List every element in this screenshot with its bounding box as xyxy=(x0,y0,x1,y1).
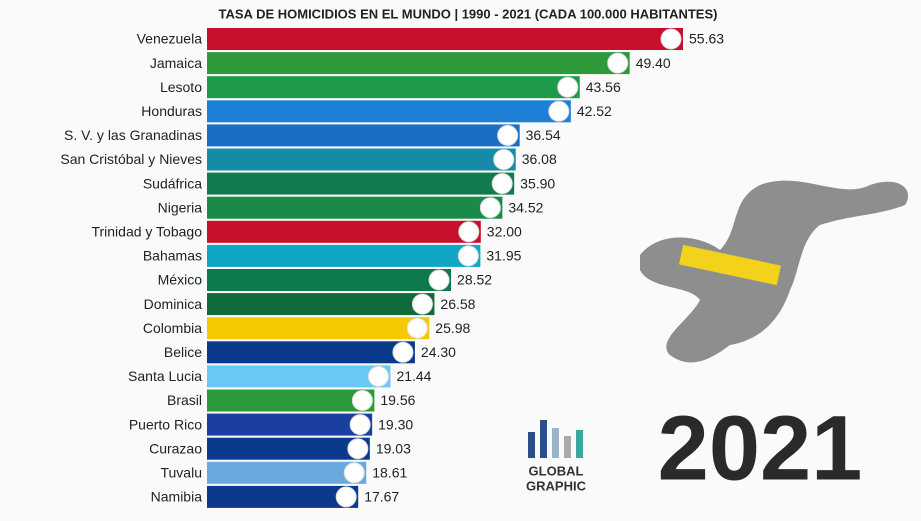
bar xyxy=(207,100,571,123)
category-label: Puerto Rico xyxy=(129,416,202,432)
category-label: Jamaica xyxy=(150,55,202,71)
value-label: 19.03 xyxy=(376,440,411,456)
value-label: 17.67 xyxy=(364,489,399,505)
flag xyxy=(660,28,682,50)
bar xyxy=(207,365,391,388)
value-label: 28.52 xyxy=(457,272,492,288)
value-label: 36.08 xyxy=(522,151,557,167)
bar xyxy=(207,485,359,508)
bar xyxy=(207,389,375,412)
bar xyxy=(207,124,520,147)
value-label: 26.58 xyxy=(440,296,475,312)
bar xyxy=(207,317,430,340)
flag xyxy=(491,173,513,195)
flag xyxy=(349,414,371,436)
bar xyxy=(207,196,503,219)
value-label: 18.61 xyxy=(372,465,407,481)
value-label: 55.63 xyxy=(689,31,724,47)
flag xyxy=(411,293,433,315)
flag xyxy=(548,100,570,122)
category-label: México xyxy=(158,272,203,288)
logo-icon xyxy=(528,420,583,458)
category-label: Namibia xyxy=(151,489,203,505)
value-label: 31.95 xyxy=(486,248,521,264)
category-label: Trinidad y Tobago xyxy=(91,224,202,240)
bar xyxy=(207,244,481,267)
flag xyxy=(497,124,519,146)
flag xyxy=(351,390,373,411)
year-annotation: 2021 xyxy=(658,397,863,499)
flag xyxy=(457,245,479,267)
value-label: 25.98 xyxy=(435,320,470,336)
value-label: 35.90 xyxy=(520,175,555,191)
value-label: 34.52 xyxy=(508,199,543,215)
category-label: San Cristóbal y Nieves xyxy=(60,151,202,167)
bar xyxy=(207,413,373,436)
flag xyxy=(428,269,450,291)
bar xyxy=(207,437,370,460)
value-label: 36.54 xyxy=(526,127,561,143)
caution-tape xyxy=(679,244,781,286)
bar xyxy=(207,172,515,195)
value-label: 42.52 xyxy=(577,103,612,119)
value-label: 24.30 xyxy=(421,344,456,360)
bar xyxy=(207,76,580,99)
logo-text: GLOBAL xyxy=(529,463,584,478)
flag xyxy=(458,221,480,243)
flag xyxy=(335,486,357,508)
flag xyxy=(493,149,515,170)
category-label: Dominica xyxy=(144,296,203,312)
value-label: 21.44 xyxy=(396,368,431,384)
bar xyxy=(207,52,630,75)
category-label: Nigeria xyxy=(158,199,203,215)
bar xyxy=(207,461,367,484)
logo-text: GRAPHIC xyxy=(526,478,587,493)
category-label: Belice xyxy=(164,344,202,360)
value-label: 49.40 xyxy=(636,55,671,71)
value-label: 32.00 xyxy=(487,224,522,240)
flag xyxy=(557,76,579,98)
category-label: S. V. y las Granadinas xyxy=(64,127,202,143)
value-label: 19.30 xyxy=(378,416,413,432)
bar xyxy=(207,220,481,243)
category-label: Brasil xyxy=(167,392,202,408)
category-label: Honduras xyxy=(141,103,202,119)
bar xyxy=(207,269,452,291)
bar xyxy=(207,148,516,171)
bar xyxy=(207,293,435,316)
category-label: Lesoto xyxy=(160,79,202,95)
category-label: Sudáfrica xyxy=(143,175,202,191)
flag xyxy=(406,317,428,339)
category-label: Curazao xyxy=(149,440,202,456)
value-label: 19.56 xyxy=(380,392,415,408)
value-label: 43.56 xyxy=(586,79,621,95)
category-label: Colombia xyxy=(143,320,202,336)
flag xyxy=(607,52,629,74)
flag xyxy=(392,341,414,363)
category-label: Bahamas xyxy=(143,248,202,264)
bar xyxy=(207,28,683,50)
chart-title: TASA DE HOMICIDIOS EN EL MUNDO | 1990 - … xyxy=(219,6,718,21)
flag xyxy=(347,438,369,460)
bar xyxy=(207,341,415,364)
flag xyxy=(367,365,389,387)
flag xyxy=(343,462,365,484)
category-label: Tuvalu xyxy=(160,465,202,481)
category-label: Venezuela xyxy=(137,31,203,47)
category-label: Santa Lucia xyxy=(128,368,202,384)
flag xyxy=(479,197,501,219)
